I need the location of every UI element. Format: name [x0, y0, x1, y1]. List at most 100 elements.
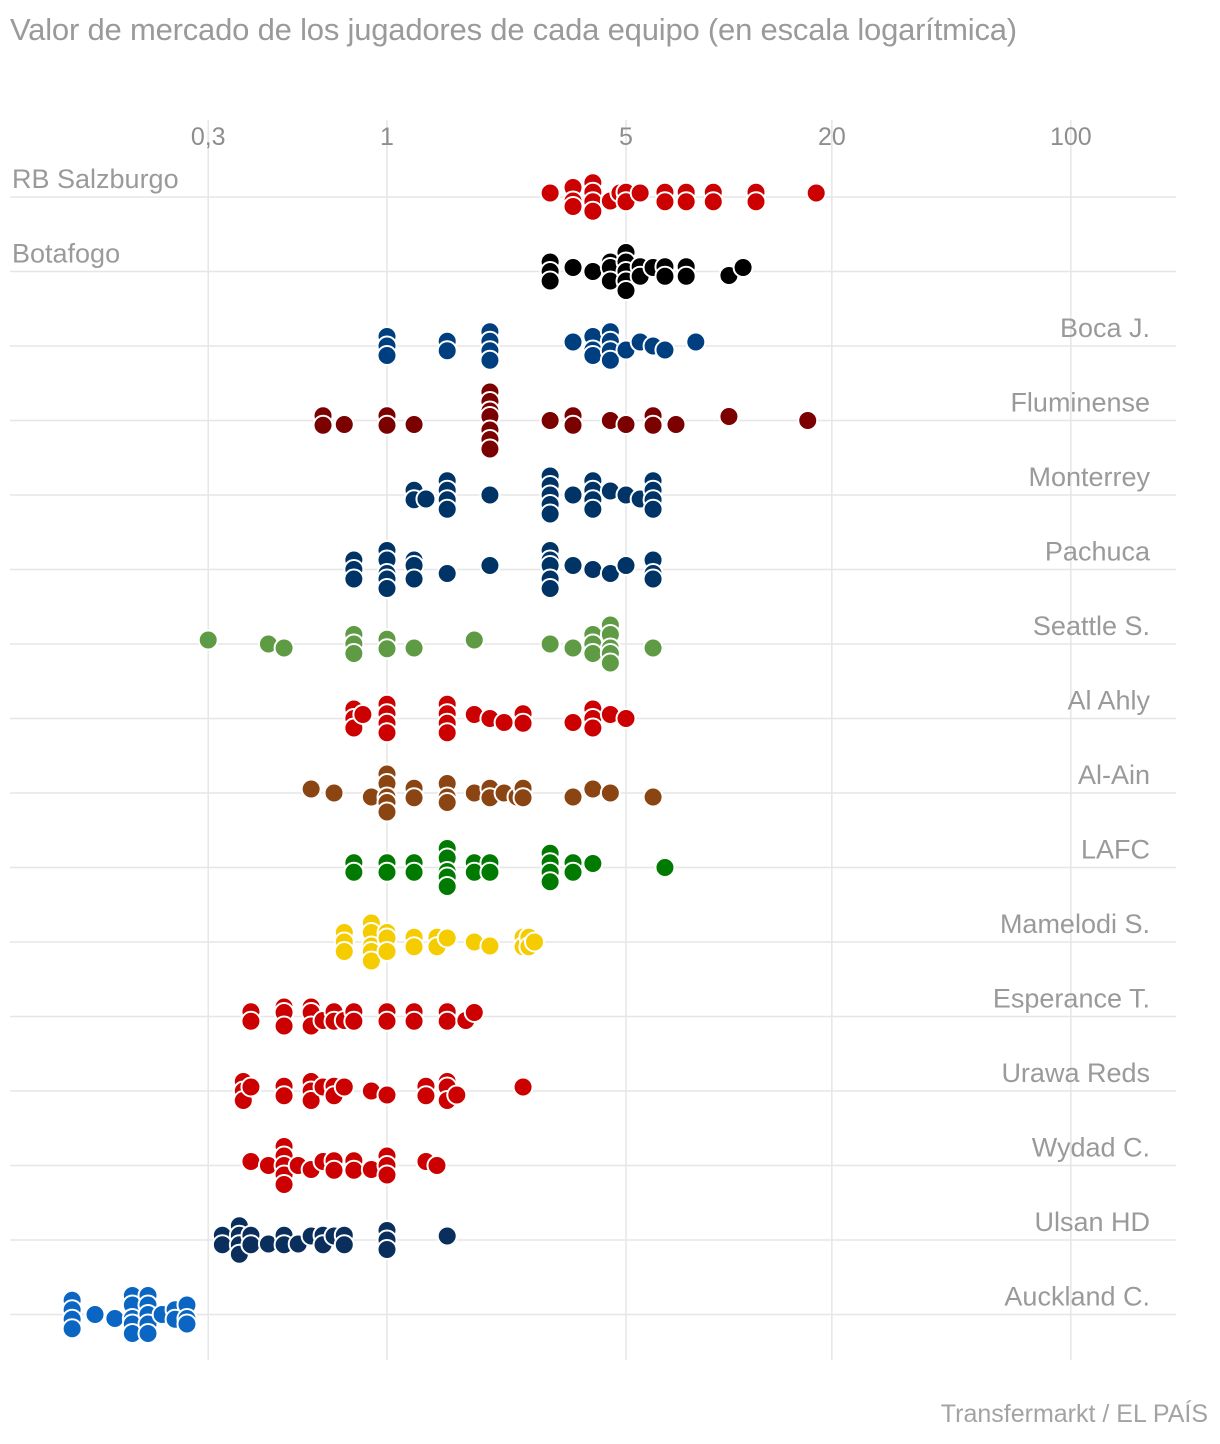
- player-dot: [539, 503, 561, 525]
- team-row: Wydad C.: [10, 1133, 1176, 1195]
- player-dot: [376, 1239, 398, 1260]
- team-label: Boca J.: [1060, 313, 1150, 343]
- player-dot: [446, 1084, 468, 1106]
- player-dot: [436, 722, 458, 744]
- player-dot: [582, 498, 604, 520]
- team-row: Botafogo: [10, 239, 1176, 301]
- player-dot: [512, 1076, 534, 1098]
- player-dot: [702, 191, 724, 213]
- chart-source: Transfermarkt / EL PAÍS: [940, 1400, 1208, 1428]
- player-dot: [273, 1174, 295, 1195]
- player-dot: [463, 629, 485, 651]
- team-label: Botafogo: [12, 239, 120, 269]
- player-dot: [376, 1010, 398, 1032]
- player-dot: [675, 191, 697, 213]
- player-dot: [654, 857, 676, 878]
- player-dot: [415, 488, 437, 510]
- team-label: RB Salzburgo: [12, 164, 179, 194]
- team-label: Al-Ain: [1078, 760, 1150, 790]
- player-dot: [582, 200, 604, 222]
- player-dot: [333, 1076, 355, 1098]
- player-dot: [562, 861, 584, 883]
- player-dot: [615, 555, 637, 576]
- player-dot: [176, 1313, 198, 1335]
- player-dot: [562, 196, 584, 217]
- team-row: Boca J.: [10, 313, 1176, 371]
- player-dot: [436, 876, 458, 897]
- player-dot: [562, 257, 584, 278]
- team-row: RB Salzburgo: [10, 164, 1176, 222]
- team-row: Fluminense: [10, 381, 1176, 460]
- player-dot: [599, 782, 621, 804]
- player-dot: [539, 871, 561, 893]
- player-dot: [323, 782, 345, 804]
- player-dot: [376, 861, 398, 883]
- player-dot: [197, 629, 219, 651]
- player-dot: [300, 778, 322, 800]
- player-dot: [685, 331, 707, 353]
- team-rows: RB Salzburgo Botafogo Boca J. Fluminense Mon…: [10, 164, 1176, 1344]
- player-dot: [539, 270, 561, 292]
- player-dot: [137, 1323, 159, 1344]
- player-dot: [343, 643, 365, 664]
- player-dot: [615, 414, 637, 435]
- player-dot: [426, 1155, 448, 1176]
- player-dot: [240, 1234, 262, 1256]
- team-label: Seattle S.: [1033, 611, 1150, 641]
- player-dot: [376, 345, 398, 366]
- player-dot: [312, 414, 334, 436]
- player-dot: [582, 853, 604, 874]
- player-dot: [463, 1002, 485, 1023]
- player-dot: [273, 637, 295, 659]
- player-dot: [333, 1234, 355, 1256]
- player-dot: [436, 1225, 458, 1247]
- player-dot: [599, 652, 621, 674]
- team-row: Pachuca: [10, 537, 1176, 599]
- team-row: Seattle S.: [10, 611, 1176, 674]
- team-row: Esperance T.: [10, 984, 1176, 1037]
- player-dot: [539, 633, 561, 655]
- player-dot: [479, 935, 501, 957]
- player-dot: [479, 861, 501, 883]
- player-dot: [104, 1308, 126, 1329]
- team-label: Ulsan HD: [1034, 1207, 1150, 1237]
- player-dot: [479, 349, 501, 371]
- player-dot: [479, 438, 501, 460]
- player-dot: [642, 568, 664, 590]
- player-dot: [403, 1010, 425, 1032]
- player-dot: [343, 1159, 365, 1181]
- player-dot: [675, 265, 697, 287]
- player-dot: [323, 1159, 345, 1181]
- player-dot: [436, 927, 458, 949]
- player-dot: [376, 1164, 398, 1186]
- x-tick-label: 100: [1050, 123, 1092, 151]
- player-dot: [654, 339, 676, 361]
- team-label: Esperance T.: [993, 984, 1150, 1014]
- player-dot: [436, 563, 458, 584]
- x-tick-label: 1: [380, 123, 394, 151]
- player-dot: [582, 261, 604, 282]
- player-dot: [300, 1090, 322, 1111]
- team-label: Pachuca: [1045, 537, 1151, 567]
- team-row: Ulsan HD: [10, 1207, 1176, 1265]
- x-tick-label: 5: [619, 123, 633, 151]
- team-row: Al-Ain: [10, 760, 1176, 823]
- player-dot: [479, 484, 501, 506]
- player-dot: [615, 280, 637, 301]
- team-row: Al Ahly: [10, 686, 1176, 744]
- player-dot: [376, 801, 398, 823]
- team-row: Urawa Reds: [10, 1058, 1176, 1111]
- player-dot: [562, 414, 584, 436]
- player-dot: [629, 182, 651, 204]
- x-tick-label: 0,3: [191, 123, 226, 151]
- player-dot: [745, 191, 767, 213]
- player-dot: [376, 638, 398, 660]
- player-dot: [562, 637, 584, 659]
- player-dot: [403, 637, 425, 659]
- team-label: Auckland C.: [1004, 1282, 1150, 1312]
- player-dot: [343, 1010, 365, 1032]
- team-label: Wydad C.: [1032, 1133, 1150, 1163]
- player-dot: [403, 787, 425, 809]
- player-dot: [333, 941, 355, 962]
- player-dot: [642, 498, 664, 520]
